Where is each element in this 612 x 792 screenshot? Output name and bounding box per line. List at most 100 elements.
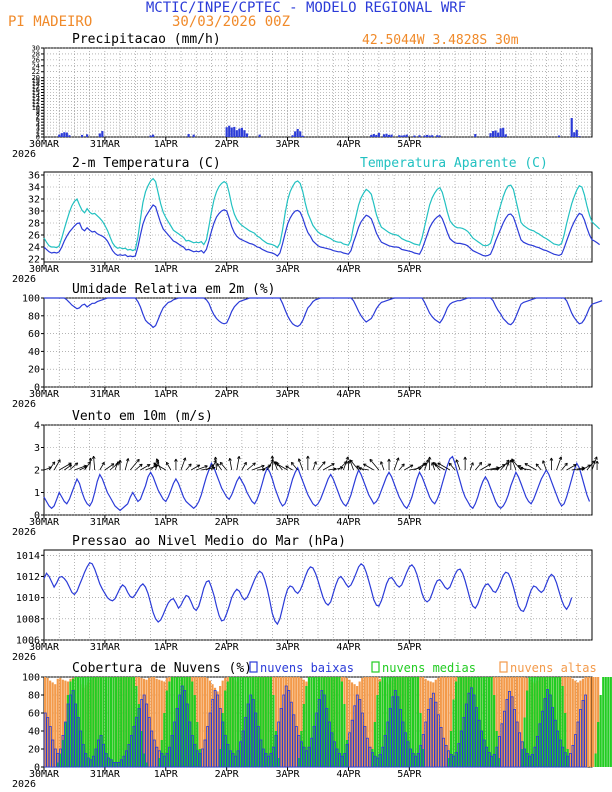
cloud-bar-low (454, 752, 458, 768)
y-tick-label: 40 (28, 347, 40, 358)
wind-arrow-head (290, 461, 295, 466)
y-tick-label: 2 (36, 128, 40, 136)
legend-apparent-temp: Temperatura Aparente (C) (360, 156, 548, 171)
cloud-bar-mid (383, 677, 387, 767)
cloud-bar-low (61, 735, 65, 768)
cloud-bar-low (201, 748, 204, 768)
y-tick-label: 1010 (16, 593, 40, 604)
precip-bar (377, 132, 380, 137)
cloud-bar-mid (66, 695, 69, 767)
y-tick-label: 1006 (16, 636, 40, 647)
x-tick-label: 30MAR (29, 139, 60, 150)
x-tick-label: 5APR (397, 642, 422, 653)
wind-arrow (59, 462, 72, 471)
y-tick-label: 1 (36, 131, 40, 139)
cloud-bar-mid (533, 677, 536, 767)
y-tick-label: 80 (28, 311, 40, 322)
cloud-bar-low (490, 755, 494, 768)
cloud-bar-high (350, 682, 354, 767)
cloud-bar-mid (485, 677, 488, 767)
cloud-bar-mid (335, 677, 338, 767)
cloud-bar-low (437, 714, 440, 768)
cloud-bar-low (396, 696, 400, 768)
cloud-bar-low (168, 746, 171, 768)
cloud-bar-mid (193, 695, 196, 767)
wind-arrow (312, 461, 317, 471)
cloud-bar-high (213, 687, 217, 767)
y-tick-label: 6 (36, 116, 40, 124)
x-tick-label: 5APR (397, 139, 422, 150)
cloud-bar-low (300, 741, 303, 768)
precip-bar (405, 134, 408, 137)
panel-clouds: 0 20 40 60 80 100 30MAR 31MAR 1APR 2APR 3APR 4APR 5A… (12, 661, 612, 790)
x-tick-label: 3APR (276, 517, 301, 528)
cloud-bar-mid (487, 677, 491, 767)
cloud-bar-low (505, 699, 509, 768)
cloud-bar-low (568, 753, 572, 768)
cloud-bar-mid (343, 704, 346, 767)
cloud-bar-mid (130, 677, 133, 767)
wind-arrow-head (549, 457, 554, 461)
cloud-bar-mid (541, 677, 544, 767)
y-tick-label: 7 (36, 113, 40, 121)
cloud-bar-mid (84, 677, 87, 767)
x-tick-label: 31MAR (90, 389, 121, 400)
x-tick-label: 31MAR (90, 264, 121, 275)
wind-arrow-head (524, 463, 528, 467)
precip-bar (502, 127, 505, 137)
wind-arrow (185, 463, 192, 471)
cloud-bar-mid (472, 677, 475, 767)
y-tick-label: 20 (28, 745, 40, 756)
cloud-bar-mid (594, 753, 597, 767)
cloud-bar-mid (120, 677, 123, 767)
cloud-bar-mid (607, 677, 610, 767)
wind-arrow (206, 464, 214, 471)
legend-label: nuvens medias (382, 661, 476, 675)
wind-arrow-head (51, 461, 56, 465)
cloud-bar-mid (559, 677, 562, 767)
wind-arrow (349, 459, 359, 471)
cloud-bar-mid (325, 677, 328, 767)
wind-arrow-head (188, 463, 192, 467)
cloud-bar-high (208, 680, 212, 767)
cloud-bar-mid (536, 677, 539, 767)
cloud-bar-low (523, 748, 527, 768)
cloud-bar-high (56, 678, 59, 767)
cloud-bar-mid (178, 677, 181, 767)
cloud-bar-mid (94, 677, 97, 767)
cloud-bar-low (525, 753, 529, 768)
cloud-bar-low (193, 744, 197, 768)
cloud-bar-mid (102, 677, 105, 767)
cloud-bar-low (130, 735, 133, 768)
cloud-bar-low (447, 750, 451, 768)
cloud-bar-low (553, 719, 557, 768)
x-tick-label: 2APR (215, 769, 240, 780)
cloud-bar-high (285, 677, 288, 767)
cloud-bar-mid (531, 677, 534, 767)
cloud-bar-low (571, 745, 575, 768)
y-tick-label: 13 (32, 95, 40, 103)
wind-arrow (424, 459, 429, 471)
cloud-bar-low (528, 755, 532, 768)
cloud-bar-mid (236, 677, 239, 767)
wind-arrow-head (380, 461, 384, 465)
cloud-bar-mid (239, 677, 242, 767)
x-tick-label: 5APR (397, 389, 422, 400)
cloud-bar-mid (391, 677, 394, 767)
x-tick-label: 4APR (336, 139, 361, 150)
wind-arrow-head (91, 455, 96, 459)
cloud-bar-high (358, 681, 361, 767)
cloud-bar-mid (312, 677, 316, 767)
wind-arrow-head (349, 459, 354, 464)
x-tick-label: 30MAR (29, 264, 60, 275)
wind-arrow-head (88, 457, 93, 461)
cloud-bar-mid (604, 677, 607, 767)
cloud-bar-low (132, 726, 136, 768)
cloud-bar-low (406, 741, 410, 768)
wind-arrow (135, 463, 143, 471)
cloud-bar-high (439, 677, 442, 767)
y-tick-label: 16 (32, 86, 40, 94)
cloud-bar-high (589, 677, 592, 767)
wind-arrow (166, 462, 172, 471)
cloud-bar-high (429, 681, 432, 767)
